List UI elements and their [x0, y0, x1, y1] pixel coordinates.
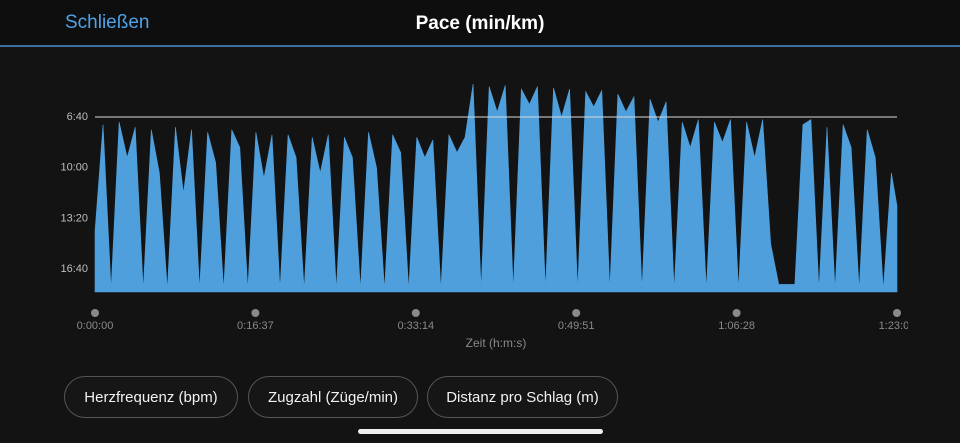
y-tick-label: 16:40: [60, 263, 88, 275]
screen-title: Pace (min/km): [416, 13, 545, 34]
x-tick-dot: [411, 309, 420, 317]
x-tick-label: 0:00:00: [77, 320, 114, 332]
x-tick-dot: [572, 309, 581, 317]
home-indicator: [358, 429, 603, 434]
x-tick-labels: 0:00:00 0:16:37 0:33:14 0:49:51 1:06:28 1:23:…: [77, 320, 916, 332]
x-tick-dot: [91, 309, 99, 317]
y-tick-label: 10:00: [60, 162, 88, 174]
x-axis-label: Zeit (h:m:s): [466, 336, 527, 350]
x-tick-label: 0:33:14: [397, 320, 434, 332]
chart: 6:40 10:00 13:20 16:40 0:00:00 0:16:37 0:33:14…: [60, 83, 916, 332]
metric-button[interactable]: Distanz pro Schlag (m): [427, 376, 618, 418]
x-tick-dot: [893, 309, 901, 317]
metric-button[interactable]: Zugzahl (Züge/min): [248, 376, 418, 418]
x-tick-label: 0:49:51: [558, 320, 595, 332]
y-tick-label: 13:20: [60, 212, 88, 224]
metric-button[interactable]: Herzfrequenz (bpm): [64, 376, 238, 418]
x-tick-label: 0:16:37: [237, 320, 274, 332]
x-tick-dot: [732, 309, 741, 317]
y-tick-label: 6:40: [67, 111, 88, 123]
close-button[interactable]: Schließen: [65, 12, 150, 33]
x-tick-label: 1:06:28: [718, 320, 755, 332]
x-tick-dot: [251, 309, 260, 317]
header-bar: [0, 0, 960, 46]
x-tick-label: 1:23:05: [879, 320, 916, 332]
pace-area: [94, 83, 898, 293]
